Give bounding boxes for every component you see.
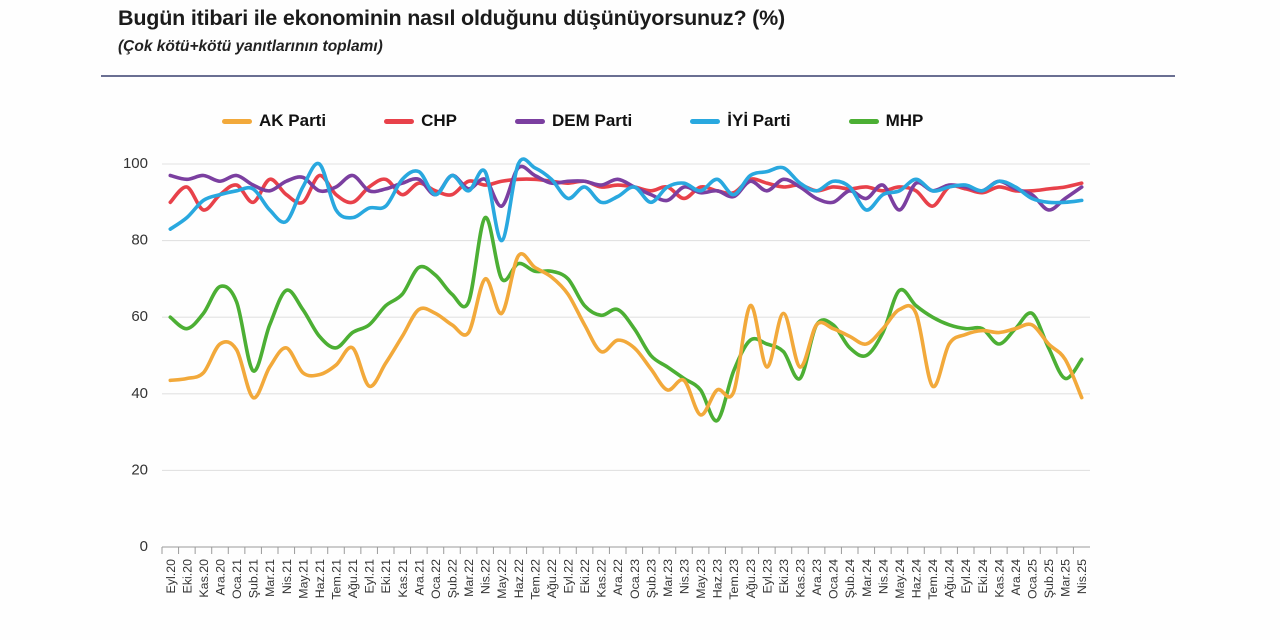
x-axis-tick-label: Mar.25 [1059, 559, 1073, 597]
x-axis-tick-label: Mar.24 [860, 559, 874, 597]
series-line-i̇yi̇-parti [168, 157, 1084, 243]
x-axis-tick-label: Eki.23 [777, 559, 791, 594]
x-axis-tick-label: Oca.25 [1026, 559, 1040, 599]
x-axis-tick-label: Oca.23 [628, 559, 642, 599]
legend-item-ak-parti[interactable]: AK Parti [222, 111, 326, 131]
x-axis-tick-label: Şub.23 [644, 559, 658, 598]
y-axis-tick-label: 60 [131, 308, 148, 325]
x-axis-tick-label: May.22 [495, 559, 509, 599]
x-axis-tick-label: Ara.22 [611, 559, 625, 596]
y-axis-tick-label: 0 [140, 538, 148, 555]
chart-legend: AK Parti CHP DEM Parti İYİ Parti MHP [222, 107, 1052, 135]
x-axis-tick-label: May.23 [694, 559, 708, 599]
legend-swatch-icon [384, 118, 415, 124]
x-axis-tick-label: Nis.21 [280, 559, 294, 594]
x-axis-tick-label: Eyl.23 [760, 559, 774, 594]
x-axis-tick-label: Oca.22 [429, 559, 443, 599]
x-axis-tick-label: Oca.24 [827, 559, 841, 599]
legend-swatch-icon [514, 118, 545, 124]
x-axis-tick-label: Ağu.24 [943, 559, 957, 598]
x-axis-tick-label: Tem.24 [926, 559, 940, 600]
x-axis-tick-label: Tem.23 [727, 559, 741, 600]
legend-item-label: İYİ Parti [727, 111, 791, 130]
x-axis-tick-label: Şub.25 [1042, 559, 1056, 598]
x-axis-tick-label: Nis.22 [479, 559, 493, 594]
x-axis-tick-label: Eyl.21 [363, 559, 377, 594]
legend-item-label: CHP [421, 111, 457, 130]
x-axis-tick-label: Haz.23 [711, 559, 725, 598]
x-axis-tick-label: Eki.22 [578, 559, 592, 594]
x-axis-tick-label: Ara.20 [214, 559, 228, 596]
x-axis-tick-label: Nis.24 [876, 559, 890, 594]
x-axis-tick-label: Eyl.24 [959, 559, 973, 594]
x-axis-tick-label: Kas.21 [396, 559, 410, 598]
x-axis-tick-label: Haz.22 [512, 559, 526, 598]
x-axis-tick-label: Ağu.23 [744, 559, 758, 598]
x-axis-tick-label: Ara.24 [1009, 559, 1023, 596]
x-axis-tick-label: Eki.21 [379, 559, 393, 594]
legend-item-label: AK Parti [259, 111, 327, 130]
x-axis-tick-label: Kas.24 [992, 559, 1006, 598]
x-axis-tick-label: Şub.21 [247, 559, 261, 598]
series-line-mhp [168, 215, 1084, 423]
x-axis-tick-label: Kas.22 [595, 559, 609, 598]
x-axis-tick-label: Mar.22 [462, 559, 476, 597]
x-axis-tick-label: Mar.21 [263, 559, 277, 597]
x-axis-tick-label: Kas.20 [197, 559, 211, 598]
legend-item-dem-parti[interactable]: DEM Parti [514, 111, 633, 131]
legend-swatch-icon [848, 118, 879, 124]
x-axis-tick-label: Eyl.20 [164, 559, 178, 594]
series-line-chp [168, 173, 1084, 212]
y-axis-tick-label: 80 [131, 232, 148, 249]
y-axis-tick-label: 20 [131, 461, 148, 478]
legend-item-label: MHP [885, 111, 924, 130]
x-axis-tick-label: Haz.24 [910, 559, 924, 598]
header-divider [101, 75, 1175, 77]
x-axis-tick-label: Ara.23 [810, 559, 824, 596]
x-axis-tick-label: Nis.25 [1075, 559, 1089, 594]
x-axis-tick-label: May.21 [296, 559, 310, 599]
chart-subtitle: (Çok kötü+kötü yanıtlarının toplamı) [118, 38, 383, 55]
x-axis-tick-label: Eyl.22 [562, 559, 576, 594]
series-line-ak-parti [168, 252, 1084, 417]
x-axis-tick-label: Kas.23 [794, 559, 808, 598]
legend-swatch-icon [690, 118, 721, 124]
x-axis-tick-label: Ağu.21 [346, 559, 360, 598]
y-axis-tick-label: 40 [131, 385, 148, 402]
x-axis-tick-label: May.24 [893, 559, 907, 599]
x-axis-tick-label: Tem.21 [330, 559, 344, 600]
x-axis-tick-label: Oca.21 [230, 559, 244, 599]
x-axis-tick-label: Ağu.22 [545, 559, 559, 598]
x-axis-tick-label: Şub.24 [843, 559, 857, 598]
legend-item-mhp[interactable]: MHP [848, 111, 924, 131]
y-axis-tick-label: 100 [123, 155, 148, 172]
x-axis-tick-label: Şub.22 [446, 559, 460, 598]
x-axis-tick-label: Haz.21 [313, 559, 327, 598]
x-axis-tick-label: Ara.21 [412, 559, 426, 596]
legend-item-i̇yi̇-parti[interactable]: İYİ Parti [690, 111, 791, 131]
x-axis-tick-label: Mar.23 [661, 559, 675, 597]
legend-item-label: DEM Parti [551, 111, 633, 130]
x-axis-tick-label: Eki.20 [180, 559, 194, 594]
x-axis-tick-label: Eki.24 [976, 559, 990, 594]
page-title: Bugün itibari ile ekonominin nasıl olduğ… [118, 6, 786, 30]
legend-swatch-icon [222, 118, 252, 124]
x-axis-tick-label: Tem.22 [528, 559, 542, 600]
legend-item-chp[interactable]: CHP [384, 111, 457, 131]
x-axis-tick-label: Nis.23 [678, 559, 692, 594]
